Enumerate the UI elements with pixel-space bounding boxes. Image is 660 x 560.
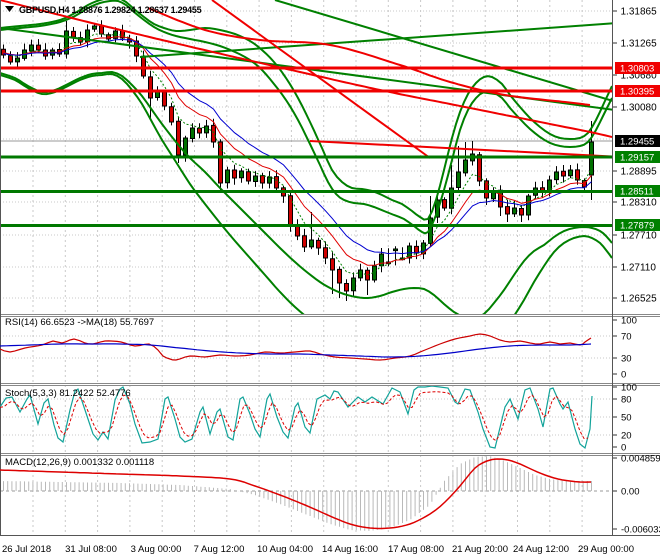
svg-text:0: 0 xyxy=(621,370,626,381)
svg-text:1.30395: 1.30395 xyxy=(620,87,654,98)
svg-text:1.31265: 1.31265 xyxy=(621,39,658,50)
svg-text:1.28895: 1.28895 xyxy=(621,167,658,178)
svg-text:1.30080: 1.30080 xyxy=(621,103,658,114)
svg-text:10 Aug 04:00: 10 Aug 04:00 xyxy=(257,544,313,555)
svg-text:1.30680: 1.30680 xyxy=(621,71,658,82)
svg-text:14 Aug 16:00: 14 Aug 16:00 xyxy=(322,544,378,555)
svg-text:1.27110: 1.27110 xyxy=(621,263,657,274)
svg-text:21 Aug 20:00: 21 Aug 20:00 xyxy=(452,544,508,555)
svg-text:1.29157: 1.29157 xyxy=(620,153,654,164)
svg-text:GBPUSD,H4 1.28876 1.29824 1.28: GBPUSD,H4 1.28876 1.29824 1.28637 1.2945… xyxy=(19,5,202,15)
svg-text:1.28310: 1.28310 xyxy=(621,198,658,209)
svg-text:20: 20 xyxy=(621,431,632,442)
svg-text:1.27879: 1.27879 xyxy=(620,221,654,232)
svg-text:100: 100 xyxy=(621,383,637,394)
svg-text:70: 70 xyxy=(621,332,632,343)
svg-text:0: 0 xyxy=(621,443,626,454)
svg-text:1.26525: 1.26525 xyxy=(621,294,658,305)
svg-text:0.004859: 0.004859 xyxy=(621,454,660,465)
svg-text:RSI(14) 66.6523 ->MA(18) 55.7: RSI(14) 66.6523 ->MA(18) 55.7697 xyxy=(5,317,154,328)
svg-text:1.30803: 1.30803 xyxy=(620,64,654,75)
svg-text:1.28511: 1.28511 xyxy=(620,187,654,198)
svg-text:26 Jul 2018: 26 Jul 2018 xyxy=(2,544,51,555)
svg-text:0.00: 0.00 xyxy=(621,487,640,498)
svg-text:7 Aug 12:00: 7 Aug 12:00 xyxy=(194,544,245,555)
svg-text:80: 80 xyxy=(621,395,632,406)
svg-text:30: 30 xyxy=(621,354,632,365)
svg-text:3 Aug 00:00: 3 Aug 00:00 xyxy=(131,544,182,555)
svg-text:100: 100 xyxy=(621,316,637,327)
svg-text:29 Aug 00:00: 29 Aug 00:00 xyxy=(578,544,634,555)
svg-text:24 Aug 12:00: 24 Aug 12:00 xyxy=(513,544,569,555)
svg-text:17 Aug 08:00: 17 Aug 08:00 xyxy=(388,544,444,555)
svg-text:1.31865: 1.31865 xyxy=(621,7,658,18)
svg-text:MACD(12,26,9) 0.001332 0.00111: MACD(12,26,9) 0.001332 0.001118 xyxy=(5,457,154,468)
svg-text:Stoch(5,3,3) 81.2422 52.4776: Stoch(5,3,3) 81.2422 52.4776 xyxy=(5,388,131,399)
svg-text:-0.006033: -0.006033 xyxy=(621,525,660,536)
svg-text:1.27710: 1.27710 xyxy=(621,231,658,242)
svg-text:50: 50 xyxy=(621,413,632,424)
svg-text:1.29455: 1.29455 xyxy=(620,137,654,148)
svg-text:31 Jul 08:00: 31 Jul 08:00 xyxy=(65,544,117,555)
